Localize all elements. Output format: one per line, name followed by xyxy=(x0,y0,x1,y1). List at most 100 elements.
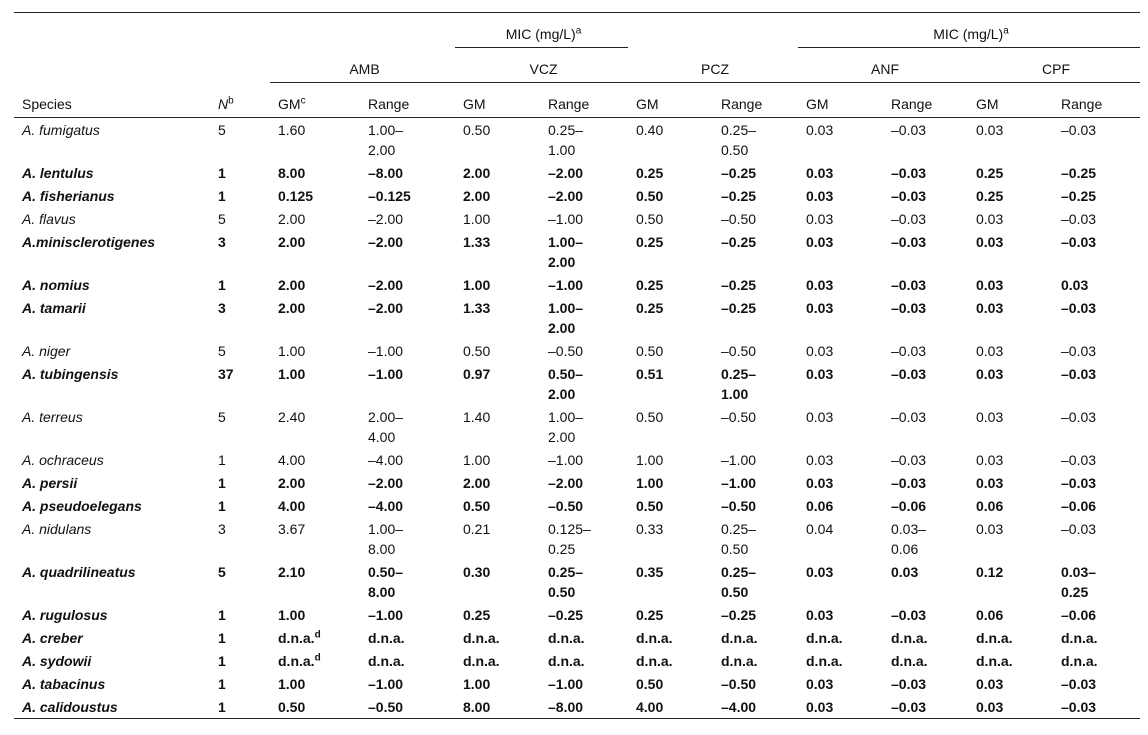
table-cell: 1 xyxy=(218,188,226,204)
table-cell: 0.03 xyxy=(806,676,834,692)
table-cell: d.n.a. xyxy=(806,630,843,646)
table-cell: 1 xyxy=(218,475,226,491)
table-cell: –0.25 xyxy=(548,607,584,623)
table-cell: 1.00 xyxy=(278,676,306,692)
table-cell: d.n.a. xyxy=(368,630,405,646)
table-cell: 3 xyxy=(218,521,226,537)
table-cell: d.n.a. xyxy=(891,630,928,646)
table-cell: –0.03 xyxy=(891,122,927,138)
table-cell: 5 xyxy=(218,211,226,227)
table-cell: 0.03 xyxy=(976,343,1004,359)
superscript: c xyxy=(300,95,306,107)
table-cell: –1.00 xyxy=(368,676,404,692)
table-cell: 0.03 xyxy=(806,699,834,715)
table-cell: 3 xyxy=(218,234,226,250)
table-cell: 0.50 xyxy=(463,498,491,514)
table-row: A. terreus 5 2.40 2.00–4.00 1.40 1.00–2.00 0.5… xyxy=(14,405,1140,448)
table-cell: 0.25 xyxy=(463,607,491,623)
species: A. quadrilineatus xyxy=(22,564,136,580)
species: A. calidoustus xyxy=(22,699,118,715)
table-cell: 0.03 xyxy=(806,343,834,359)
table-row: A. lentulus 1 8.00 –8.00 2.00 –2.00 0.25 –0.25 0… xyxy=(14,161,1140,184)
column-header: Range xyxy=(713,82,798,118)
cell-text: d.n.a. xyxy=(278,653,315,669)
table-cell: 1.60 xyxy=(278,122,306,138)
table-cell: 0.25–1.00 xyxy=(721,366,757,402)
table-cell: –2.00 xyxy=(368,475,404,491)
table-cell: –0.03 xyxy=(891,607,927,623)
table-cell: 2.00–4.00 xyxy=(368,409,404,445)
column-header: GM xyxy=(628,82,713,118)
table-cell: –4.00 xyxy=(721,699,757,715)
species: A. nomius xyxy=(22,277,90,293)
header-row: MIC (mg/L)a MIC (mg/L)a xyxy=(14,12,1140,48)
table-cell: 5 xyxy=(218,343,226,359)
table-cell: –0.03 xyxy=(1061,699,1097,715)
table-cell: 1.00–2.00 xyxy=(368,122,404,158)
table-cell: 4.00 xyxy=(278,498,306,514)
table-cell: d.n.a. xyxy=(1061,653,1098,669)
table-cell: 1.00 xyxy=(278,607,306,623)
table-cell: d.n.a. xyxy=(891,653,928,669)
table-row: A. pseudoelegans 1 4.00 –4.00 0.50 –0.50 0.50 –… xyxy=(14,494,1140,517)
table-cell: –0.03 xyxy=(1061,521,1097,537)
table-cell: 2.00 xyxy=(278,300,306,316)
table-cell: 0.03 xyxy=(976,211,1004,227)
table-cell: 0.03 xyxy=(976,699,1004,715)
superscript: d xyxy=(314,629,321,641)
table-cell: d.n.a. xyxy=(636,630,673,646)
table-cell: –0.03 xyxy=(891,277,927,293)
table-cell: 0.03 xyxy=(976,234,1004,250)
header-row: AMB VCZ PCZ ANF CPF xyxy=(14,47,1140,83)
table-cell: 8.00 xyxy=(463,699,491,715)
table-cell: 0.03 xyxy=(976,277,1004,293)
header-row: Species Nb GMc Range GM Range GM Range GM Range GM… xyxy=(14,82,1140,118)
table-body: A. fumigatus 5 1.60 1.00–2.00 0.50 0.25–1.00 0… xyxy=(14,118,1140,719)
table-cell: –1.00 xyxy=(548,676,584,692)
species: A. terreus xyxy=(22,409,83,425)
table-cell: 1 xyxy=(218,277,226,293)
table-row: A. nomius 1 2.00 –2.00 1.00 –1.00 0.25 –0.25 0.0… xyxy=(14,273,1140,296)
table-cell: –0.06 xyxy=(1061,498,1097,514)
table-cell: d.n.a. xyxy=(721,653,758,669)
table-cell: d.n.a. xyxy=(463,653,500,669)
column-header: GMc xyxy=(270,82,360,118)
table-cell: 0.125 xyxy=(278,188,314,204)
table-cell: 2.00 xyxy=(278,234,306,250)
table-row: A. creber 1 d.n.a.d d.n.a. d.n.a. d.n.a. d.n.a… xyxy=(14,626,1140,649)
table-cell: 0.03 xyxy=(806,277,834,293)
table-row: A. persii 1 2.00 –2.00 2.00 –2.00 1.00 –1.00 0.0… xyxy=(14,471,1140,494)
species: A. flavus xyxy=(22,211,76,227)
table-cell: 4.00 xyxy=(278,452,306,468)
table-cell: –0.06 xyxy=(1061,607,1097,623)
table-cell: 1.00 xyxy=(636,475,664,491)
table-cell: 0.03 xyxy=(806,366,834,382)
table-cell: 2.00 xyxy=(463,188,491,204)
table-cell: –0.25 xyxy=(721,277,757,293)
table-cell: 1.00–2.00 xyxy=(548,409,584,445)
species: A. pseudoelegans xyxy=(22,498,142,514)
table-row: A. tubingensis 37 1.00 –1.00 0.97 0.50–2.00 0.… xyxy=(14,362,1140,405)
table-cell: –0.03 xyxy=(891,475,927,491)
header-cell xyxy=(14,48,270,83)
table-cell: 8.00 xyxy=(278,165,306,181)
column-header: GM xyxy=(798,82,883,118)
table-cell: 0.03 xyxy=(976,366,1004,382)
table-cell: –2.00 xyxy=(548,188,584,204)
table-cell: 0.03 xyxy=(976,452,1004,468)
table-row: A. tabacinus 1 1.00 –1.00 1.00 –1.00 0.50 –0.50… xyxy=(14,672,1140,695)
column-header: Species xyxy=(14,82,210,118)
table-cell: –0.03 xyxy=(891,211,927,227)
table-cell: 0.03 xyxy=(806,452,834,468)
table-cell: 1 xyxy=(218,165,226,181)
table-cell: –0.25 xyxy=(721,607,757,623)
table-cell: –2.00 xyxy=(368,234,404,250)
table-cell: 0.03 xyxy=(806,234,834,250)
table-cell: 0.50 xyxy=(636,409,664,425)
table-cell: –0.25 xyxy=(721,188,757,204)
table-cell: –0.03 xyxy=(1061,122,1097,138)
table-cell: –0.03 xyxy=(1061,409,1097,425)
table-cell: 0.03–0.06 xyxy=(891,521,927,557)
column-header: Range xyxy=(360,82,455,118)
